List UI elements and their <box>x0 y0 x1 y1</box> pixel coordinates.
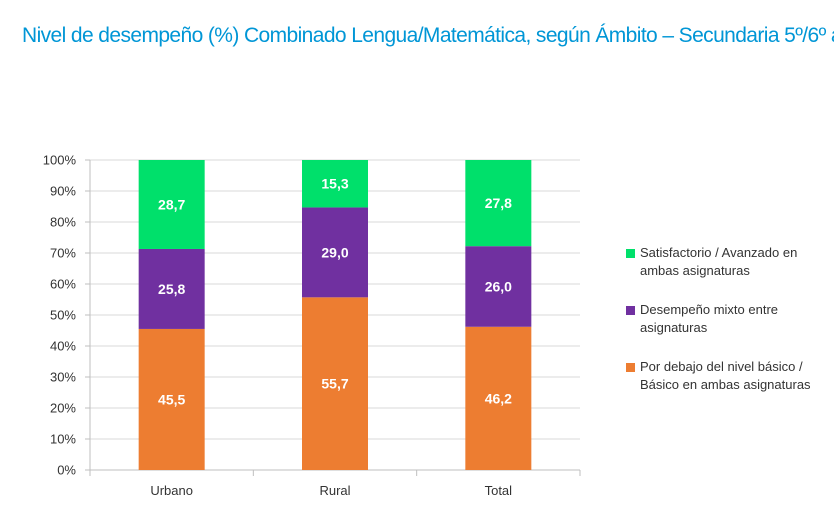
bar-segment <box>465 326 532 470</box>
data-label: 15,3 <box>321 176 348 192</box>
y-tick-label: 90% <box>50 184 76 199</box>
y-tick-label: 50% <box>50 308 76 323</box>
data-label: 45,5 <box>158 391 185 407</box>
y-tick-label: 20% <box>50 401 76 416</box>
legend-label-satisfactorio: Satisfactorio / Avanzado en ambas asigna… <box>640 245 798 278</box>
y-tick-label: 30% <box>50 370 76 385</box>
y-tick-label: 60% <box>50 277 76 292</box>
y-tick-label: 70% <box>50 246 76 261</box>
bar-segment <box>465 160 532 247</box>
data-label: 26,0 <box>485 278 512 294</box>
bar-segment <box>138 328 205 470</box>
data-label: 29,0 <box>321 244 348 260</box>
y-tick-label: 10% <box>50 432 76 447</box>
legend-item-basico: Por debajo del nivel básico / Básico en … <box>626 358 831 394</box>
x-category-label: Total <box>485 483 513 498</box>
legend-item-satisfactorio: Satisfactorio / Avanzado en ambas asigna… <box>626 244 831 280</box>
bar-segment <box>302 160 368 208</box>
y-tick-label: 100% <box>43 153 77 168</box>
y-tick-label: 80% <box>50 215 76 230</box>
bar-segment <box>302 297 368 470</box>
legend-swatch-basico <box>626 363 635 372</box>
chart-title: Nivel de desempeño (%) Combinado Lengua/… <box>22 24 834 47</box>
data-label: 27,8 <box>485 195 512 211</box>
x-category-label: Urbano <box>150 483 193 498</box>
data-label: 28,7 <box>158 196 185 212</box>
bar-segment <box>302 207 368 298</box>
y-tick-label: 0% <box>57 463 76 478</box>
legend-item-mixto: Desempeño mixto entre asignaturas <box>626 301 831 337</box>
legend-swatch-satisfactorio <box>626 249 635 258</box>
data-label: 55,7 <box>321 376 348 392</box>
bar-segment <box>138 248 205 329</box>
data-label: 46,2 <box>485 390 512 406</box>
y-tick-label: 40% <box>50 339 76 354</box>
data-label: 25,8 <box>158 281 185 297</box>
legend-label-basico: Por debajo del nivel básico / Básico en … <box>640 359 811 392</box>
legend: Satisfactorio / Avanzado en ambas asigna… <box>626 244 831 415</box>
legend-label-mixto: Desempeño mixto entre asignaturas <box>640 302 779 335</box>
bar-segment <box>465 246 532 327</box>
bar-segment <box>138 160 205 249</box>
x-category-label: Rural <box>319 483 350 498</box>
legend-swatch-mixto <box>626 306 635 315</box>
